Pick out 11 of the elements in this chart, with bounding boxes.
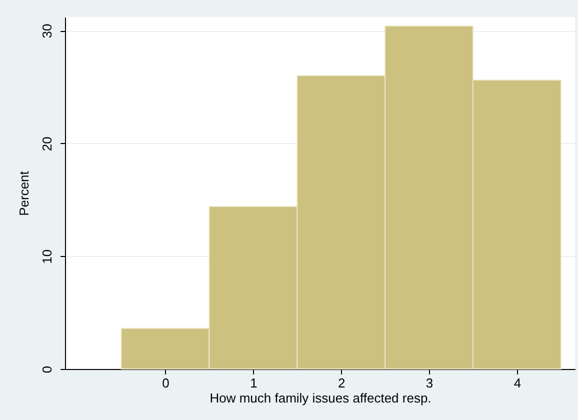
y-axis-title: Percent	[16, 170, 32, 216]
x-tick-label: 3	[426, 376, 434, 390]
y-tick-label: 30	[40, 24, 54, 38]
x-tick-label: 2	[338, 376, 346, 390]
y-tick-label: 20	[40, 136, 54, 152]
x-tick-label: 4	[514, 376, 522, 390]
y-tick-label: 10	[40, 249, 54, 264]
x-tick-label: 1	[250, 376, 258, 390]
y-tick-label: 0	[40, 366, 54, 374]
x-axis-title: How much family issues affected resp.	[210, 390, 432, 406]
x-tick-label: 0	[162, 376, 170, 390]
